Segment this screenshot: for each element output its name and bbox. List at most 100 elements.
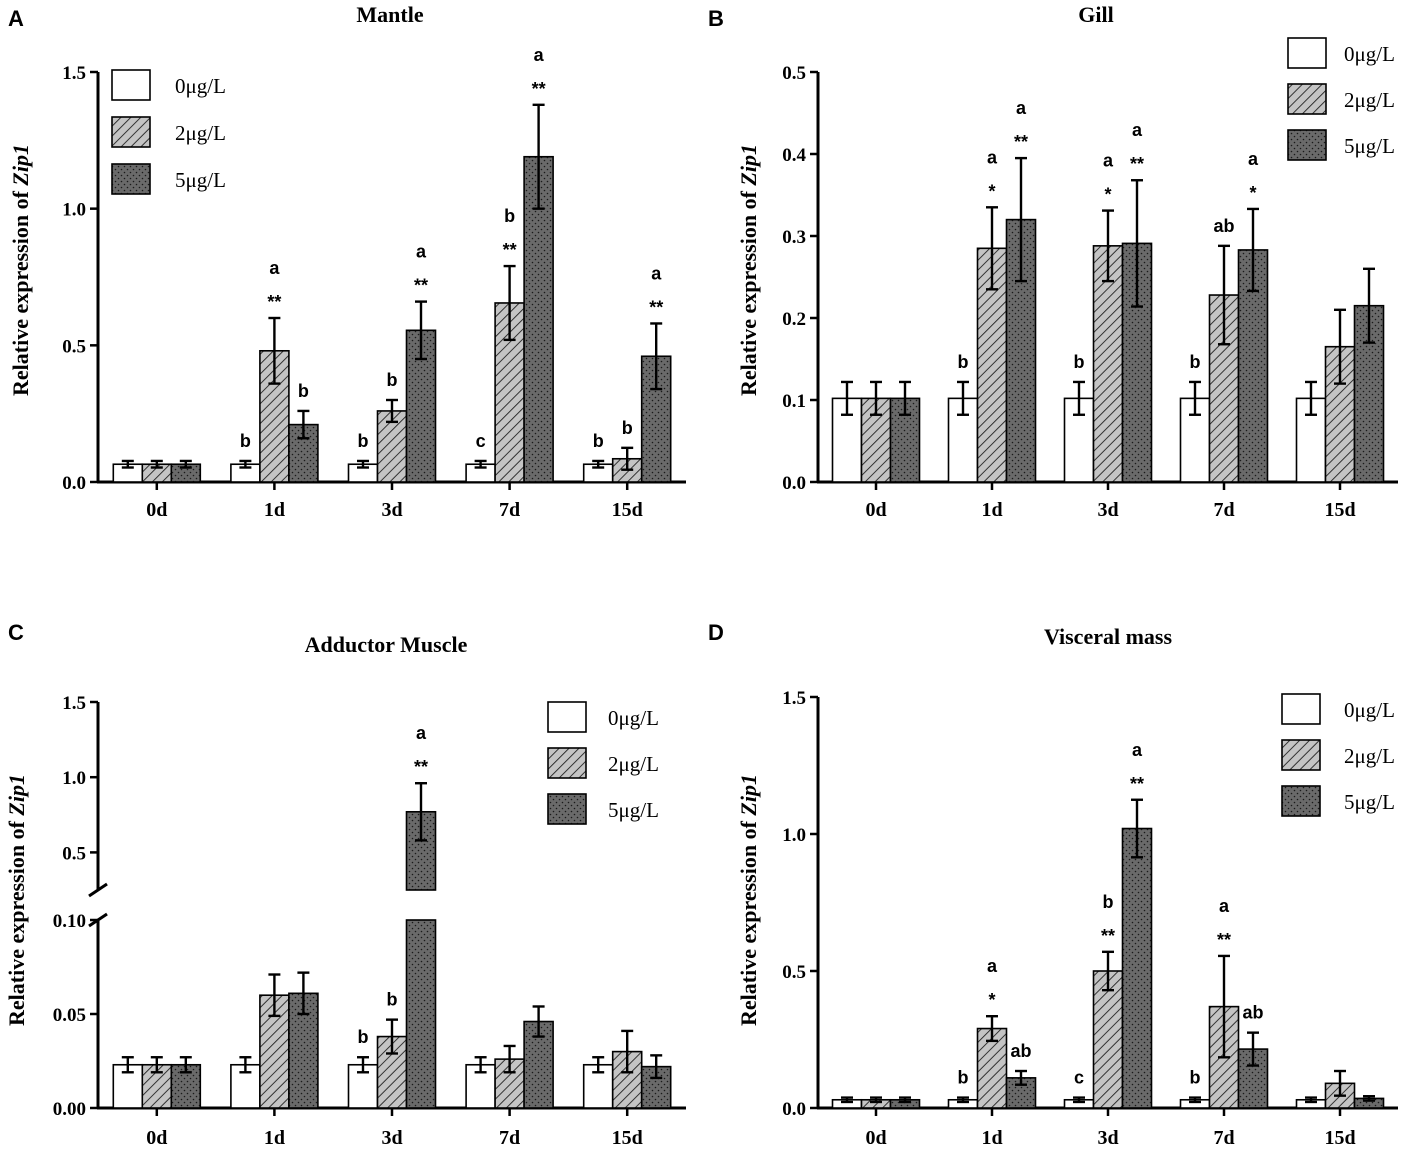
significance-label: **	[414, 276, 428, 296]
y-tick-label: 0.3	[782, 227, 806, 248]
y-tick-label: 0.0	[782, 1099, 806, 1120]
significance-label: b	[593, 431, 604, 451]
y-tick-label: 0.0	[62, 473, 86, 494]
significance-label: **	[267, 292, 281, 312]
panel-b: B Gill Relative expression of Zip1 0.0 0.1 0.…	[708, 2, 1398, 521]
y-axis-label: Relative expression of Zip1	[736, 144, 761, 396]
significance-label: b	[1103, 892, 1114, 912]
significance-label: **	[532, 79, 546, 99]
y-axis-label-prefix: Relative expression of	[4, 816, 29, 1026]
significance-label: a	[269, 258, 280, 278]
panel-a: A Mantle Relative expression of Zip1 0.0 0.5…	[8, 2, 686, 521]
chart-title: Mantle	[356, 2, 423, 27]
significance-label: b	[1190, 352, 1201, 372]
legend-swatch	[111, 69, 151, 101]
y-axis-label-gene: Zip1	[736, 774, 761, 817]
significance-label: b	[387, 370, 398, 390]
legend-swatch	[1287, 37, 1327, 69]
significance-label: a	[534, 45, 545, 65]
legend-label: 2μg/L	[1344, 744, 1395, 768]
x-tick-label: 7d	[1213, 499, 1234, 521]
legend-swatch	[1281, 785, 1321, 817]
y-tick-label: 0.1	[782, 391, 806, 412]
significance-label: b	[958, 1068, 969, 1088]
legend-label: 2μg/L	[1344, 88, 1395, 112]
panel-letter: A	[8, 6, 24, 31]
significance-label: a	[651, 263, 662, 283]
significance-label: b	[358, 1027, 369, 1047]
x-tick-label: 0d	[146, 499, 167, 521]
bar	[405, 919, 437, 1109]
panel-letter: D	[708, 620, 724, 645]
y-axis-label: Relative expression of Zip1	[736, 774, 761, 1026]
significance-label: a	[987, 147, 998, 167]
y-tick-label: 1.5	[62, 63, 86, 84]
bar	[523, 155, 554, 483]
bar	[1121, 827, 1153, 1109]
significance-label: *	[1104, 185, 1111, 205]
x-tick-label: 3d	[1097, 1127, 1118, 1149]
x-tick-label: 1d	[981, 1127, 1002, 1149]
x-tick-label: 0d	[146, 1127, 167, 1149]
panel-letter: B	[708, 6, 724, 31]
significance-label: **	[1217, 930, 1231, 950]
legend-swatch	[547, 701, 587, 733]
significance-label: a	[1132, 740, 1143, 760]
significance-label: ab	[1213, 216, 1234, 236]
y-axis-label-prefix: Relative expression of	[736, 816, 761, 1026]
panel-c: C Adductor Muscle Relative expression of Z…	[4, 620, 686, 1149]
significance-label: *	[988, 181, 995, 201]
significance-label: *	[1249, 183, 1256, 203]
y-tick-label: 1.5	[62, 693, 86, 714]
significance-label: **	[1014, 132, 1028, 152]
panel-letter: C	[8, 620, 24, 645]
bar	[1092, 970, 1124, 1109]
x-tick-label: 15d	[1324, 499, 1355, 521]
y-tick-label: 1.5	[782, 688, 806, 709]
bar	[976, 1027, 1008, 1109]
y-tick-label: 0.5	[782, 962, 806, 983]
significance-label: a	[416, 723, 427, 743]
legend-label: 2μg/L	[175, 121, 226, 145]
legend-label: 0μg/L	[1344, 42, 1395, 66]
legend-swatch	[1287, 129, 1327, 161]
legend-label: 2μg/L	[608, 752, 659, 776]
x-tick-label: 1d	[981, 499, 1002, 521]
legend-label: 5μg/L	[608, 798, 659, 822]
y-tick-label: 0.00	[53, 1099, 86, 1120]
x-tick-label: 7d	[1213, 1127, 1234, 1149]
significance-label: **	[1101, 926, 1115, 946]
legend-label: 0μg/L	[608, 706, 659, 730]
significance-label: b	[240, 431, 251, 451]
x-tick-label: 3d	[381, 499, 402, 521]
significance-label: a	[1248, 149, 1259, 169]
significance-label: c	[1074, 1068, 1084, 1088]
significance-label: a	[416, 242, 427, 262]
significance-label: a	[1132, 120, 1143, 140]
x-tick-label: 15d	[612, 1127, 643, 1149]
significance-label: **	[414, 757, 428, 777]
significance-label: **	[1130, 774, 1144, 794]
significance-label: **	[1130, 154, 1144, 174]
y-tick-label: 0.4	[782, 145, 806, 166]
legend-swatch	[1281, 739, 1321, 771]
y-axis-label-prefix: Relative expression of	[8, 186, 33, 396]
x-tick-label: 3d	[1097, 499, 1118, 521]
legend-label: 0μg/L	[175, 74, 226, 98]
significance-label: a	[1103, 151, 1114, 171]
x-tick-label: 1d	[264, 1127, 285, 1149]
y-axis-label-gene: Zip1	[8, 144, 33, 187]
legend-label: 5μg/L	[175, 168, 226, 192]
y-axis-label-prefix: Relative expression of	[736, 186, 761, 396]
legend-swatch	[1287, 83, 1327, 115]
y-tick-label: 0.0	[782, 473, 806, 494]
panel-d: D Visceral mass Relative expression of Zip…	[708, 620, 1398, 1149]
x-tick-label: 15d	[612, 499, 643, 521]
significance-label: b	[358, 431, 369, 451]
x-tick-label: 7d	[499, 499, 520, 521]
legend-swatch	[111, 163, 151, 195]
y-tick-label: 1.0	[62, 200, 86, 221]
legend-label: 5μg/L	[1344, 134, 1395, 158]
legend-label: 5μg/L	[1344, 790, 1395, 814]
bar	[1121, 242, 1153, 483]
